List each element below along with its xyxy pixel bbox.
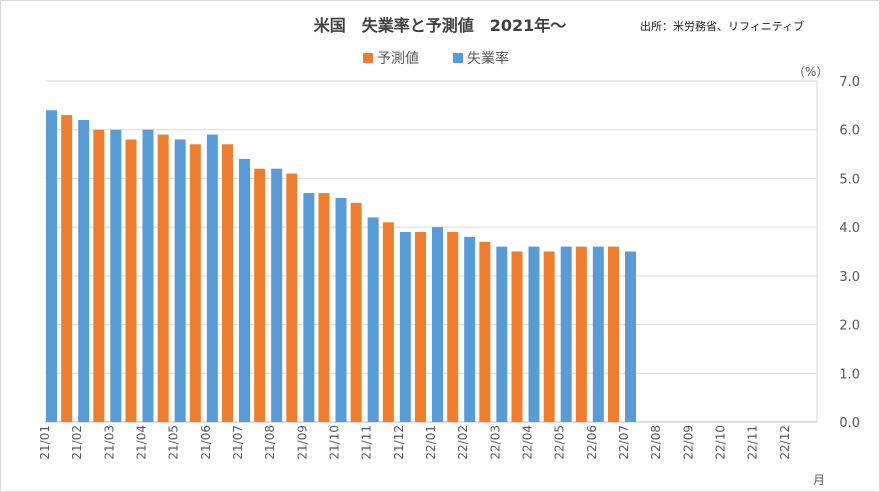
bar-予測値 <box>189 144 201 423</box>
chart-title: 米国 失業率と予測値 2021年～ <box>313 16 567 35</box>
legend-swatch <box>363 53 373 63</box>
bar-予測値 <box>511 251 523 422</box>
bar-失業率 <box>367 217 379 422</box>
bar-予測値 <box>479 241 491 422</box>
bar-予測値 <box>350 202 362 422</box>
bar-失業率 <box>399 232 411 422</box>
y-tick-label: 0.0 <box>839 416 860 431</box>
bar-予測値 <box>286 173 298 422</box>
legend-label: 失業率 <box>467 50 509 67</box>
x-tick-label: 21/07 <box>231 425 245 460</box>
x-tick-label: 22/10 <box>714 425 728 460</box>
bar-失業率 <box>271 168 283 422</box>
bar-予測値 <box>157 134 169 423</box>
bar-予測値 <box>61 115 73 422</box>
y-tick-labels: 0.0 1.0 2.0 3.0 4.0 5.0 6.0 7.0 <box>839 75 860 431</box>
bar-失業率 <box>592 246 604 422</box>
bar-予測値 <box>254 168 266 422</box>
legend-label: 予測値 <box>377 51 419 67</box>
bar-失業率 <box>142 129 154 422</box>
bar-予測値 <box>575 246 587 422</box>
bar-失業率 <box>239 158 250 422</box>
y-tick-label: 5.0 <box>839 172 860 187</box>
y-tick-label: 4.0 <box>839 221 860 236</box>
bar-予測値 <box>382 222 394 422</box>
bar-予測値 <box>447 232 459 422</box>
bar-予測値 <box>93 129 105 422</box>
x-tick-label: 22/04 <box>521 425 535 460</box>
bar-失業率 <box>464 236 476 422</box>
x-tick-label: 21/06 <box>199 425 213 460</box>
bar-失業率 <box>78 119 90 422</box>
bar-失業率 <box>528 246 540 422</box>
x-unit-label: 月 <box>813 473 825 487</box>
x-tick-label: 21/10 <box>328 425 342 460</box>
x-tick-label: 21/12 <box>392 425 406 460</box>
x-tick-label: 21/08 <box>263 425 277 460</box>
bar-失業率 <box>496 246 508 422</box>
bar-失業率 <box>625 251 636 422</box>
bar-失業率 <box>303 193 315 422</box>
y-tick-label: 1.0 <box>839 367 860 382</box>
bar-予測値 <box>543 251 555 422</box>
x-tick-label: 22/07 <box>617 425 631 460</box>
x-tick-label: 21/04 <box>135 425 149 460</box>
bar-失業率 <box>335 197 347 422</box>
gridlines <box>45 80 818 423</box>
chart-source: 出所：米労務省、リフィニティブ <box>640 20 805 33</box>
bar-予測値 <box>125 139 137 422</box>
x-tick-label: 22/12 <box>778 425 792 460</box>
y-tick-label: 6.0 <box>839 124 860 139</box>
x-tick-label: 22/06 <box>585 425 599 460</box>
x-tick-label: 22/01 <box>424 425 438 460</box>
x-tick-label: 22/08 <box>649 425 663 460</box>
bars <box>46 110 636 423</box>
bar-失業率 <box>174 139 186 422</box>
bar-予測値 <box>415 232 426 422</box>
legend: 予測値 失業率 <box>363 50 509 67</box>
y-tick-label: 3.0 <box>839 270 860 285</box>
y-unit-label: （%） <box>793 65 828 79</box>
bar-予測値 <box>222 144 233 423</box>
legend-swatch <box>453 53 463 63</box>
x-tick-label: 21/02 <box>70 425 84 460</box>
x-tick-label: 21/03 <box>102 425 116 460</box>
x-tick-label: 22/05 <box>553 425 567 460</box>
x-tick-label: 22/11 <box>746 425 760 460</box>
x-tick-label: 21/09 <box>295 425 309 460</box>
bar-失業率 <box>432 227 443 422</box>
x-tick-label: 22/02 <box>456 425 470 460</box>
bar-予測値 <box>608 246 619 422</box>
x-tick-label: 22/03 <box>488 425 502 460</box>
x-tick-label: 21/01 <box>38 425 52 460</box>
bar-予測値 <box>318 193 330 422</box>
x-tick-labels: 21/01 21/02 21/03 21/04 21/05 21/06 21/07 21/08… <box>38 425 792 460</box>
bar-失業率 <box>46 110 57 422</box>
y-tick-label: 2.0 <box>839 319 860 334</box>
bar-失業率 <box>110 129 122 422</box>
x-tick-label: 21/05 <box>167 425 181 460</box>
y-tick-label: 7.0 <box>839 75 860 90</box>
bar-失業率 <box>206 134 218 423</box>
x-tick-label: 22/09 <box>681 425 695 460</box>
bar-失業率 <box>560 246 572 422</box>
x-tick-label: 21/11 <box>360 425 374 460</box>
